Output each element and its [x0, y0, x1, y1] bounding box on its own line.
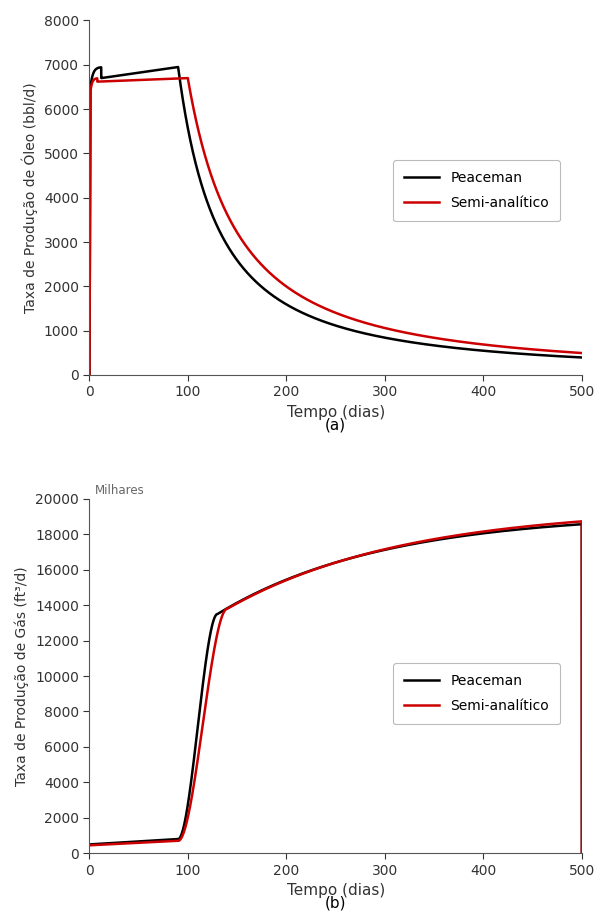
Semi-analítico [274, 274, 281, 285]
Peaceman [175, 833, 182, 845]
Peaceman [491, 346, 498, 357]
Y-axis label: Taxa de Produção de Óleo (bbl/d): Taxa de Produção de Óleo (bbl/d) [22, 82, 38, 313]
Peaceman [406, 337, 414, 348]
Semi-analítico [381, 323, 389, 334]
Legend: Peaceman, Semi-analítico: Peaceman, Semi-analítico [393, 160, 560, 221]
Semi-analítico [578, 348, 586, 359]
X-axis label: Tempo (dias): Tempo (dias) [287, 405, 385, 420]
Semi-analítico [184, 73, 192, 84]
Peaceman [274, 578, 281, 589]
Legend: Peaceman, Semi-analítico: Peaceman, Semi-analítico [393, 663, 560, 725]
Line: Semi-analítico: Semi-analítico [90, 78, 582, 375]
Peaceman [174, 62, 182, 73]
Semi-analítico [491, 340, 498, 351]
X-axis label: Tempo (dias): Tempo (dias) [287, 883, 385, 898]
Y-axis label: Taxa de Produção de Gás (ft³/d): Taxa de Produção de Gás (ft³/d) [15, 566, 29, 786]
Line: Peaceman: Peaceman [90, 525, 582, 853]
Text: Milhares: Milhares [95, 484, 144, 497]
Peaceman [86, 370, 93, 381]
Peaceman [274, 293, 281, 304]
Semi-analítico [406, 328, 414, 339]
Semi-analítico [453, 530, 461, 541]
Line: Peaceman: Peaceman [90, 67, 582, 375]
Semi-analítico [175, 835, 182, 846]
Peaceman [406, 539, 414, 550]
Semi-analítico [274, 578, 281, 589]
Peaceman [578, 847, 586, 858]
Semi-analítico [175, 73, 182, 84]
Semi-analítico [381, 544, 389, 555]
Line: Semi-analítico: Semi-analítico [90, 521, 582, 853]
Peaceman [578, 352, 586, 363]
Peaceman [453, 343, 461, 354]
Peaceman [381, 544, 389, 555]
Semi-analítico [578, 847, 586, 858]
Semi-analítico [490, 525, 498, 536]
Peaceman [86, 839, 93, 850]
Peaceman [578, 519, 586, 530]
Semi-analítico [86, 840, 93, 851]
Peaceman [381, 332, 389, 343]
Semi-analítico [406, 538, 414, 550]
Semi-analítico [578, 515, 586, 526]
Peaceman [175, 68, 182, 79]
Peaceman [453, 531, 461, 542]
Semi-analítico [86, 370, 93, 381]
Text: (a): (a) [325, 418, 346, 432]
Semi-analítico [453, 336, 461, 347]
Text: (b): (b) [325, 896, 346, 911]
Peaceman [490, 526, 498, 538]
